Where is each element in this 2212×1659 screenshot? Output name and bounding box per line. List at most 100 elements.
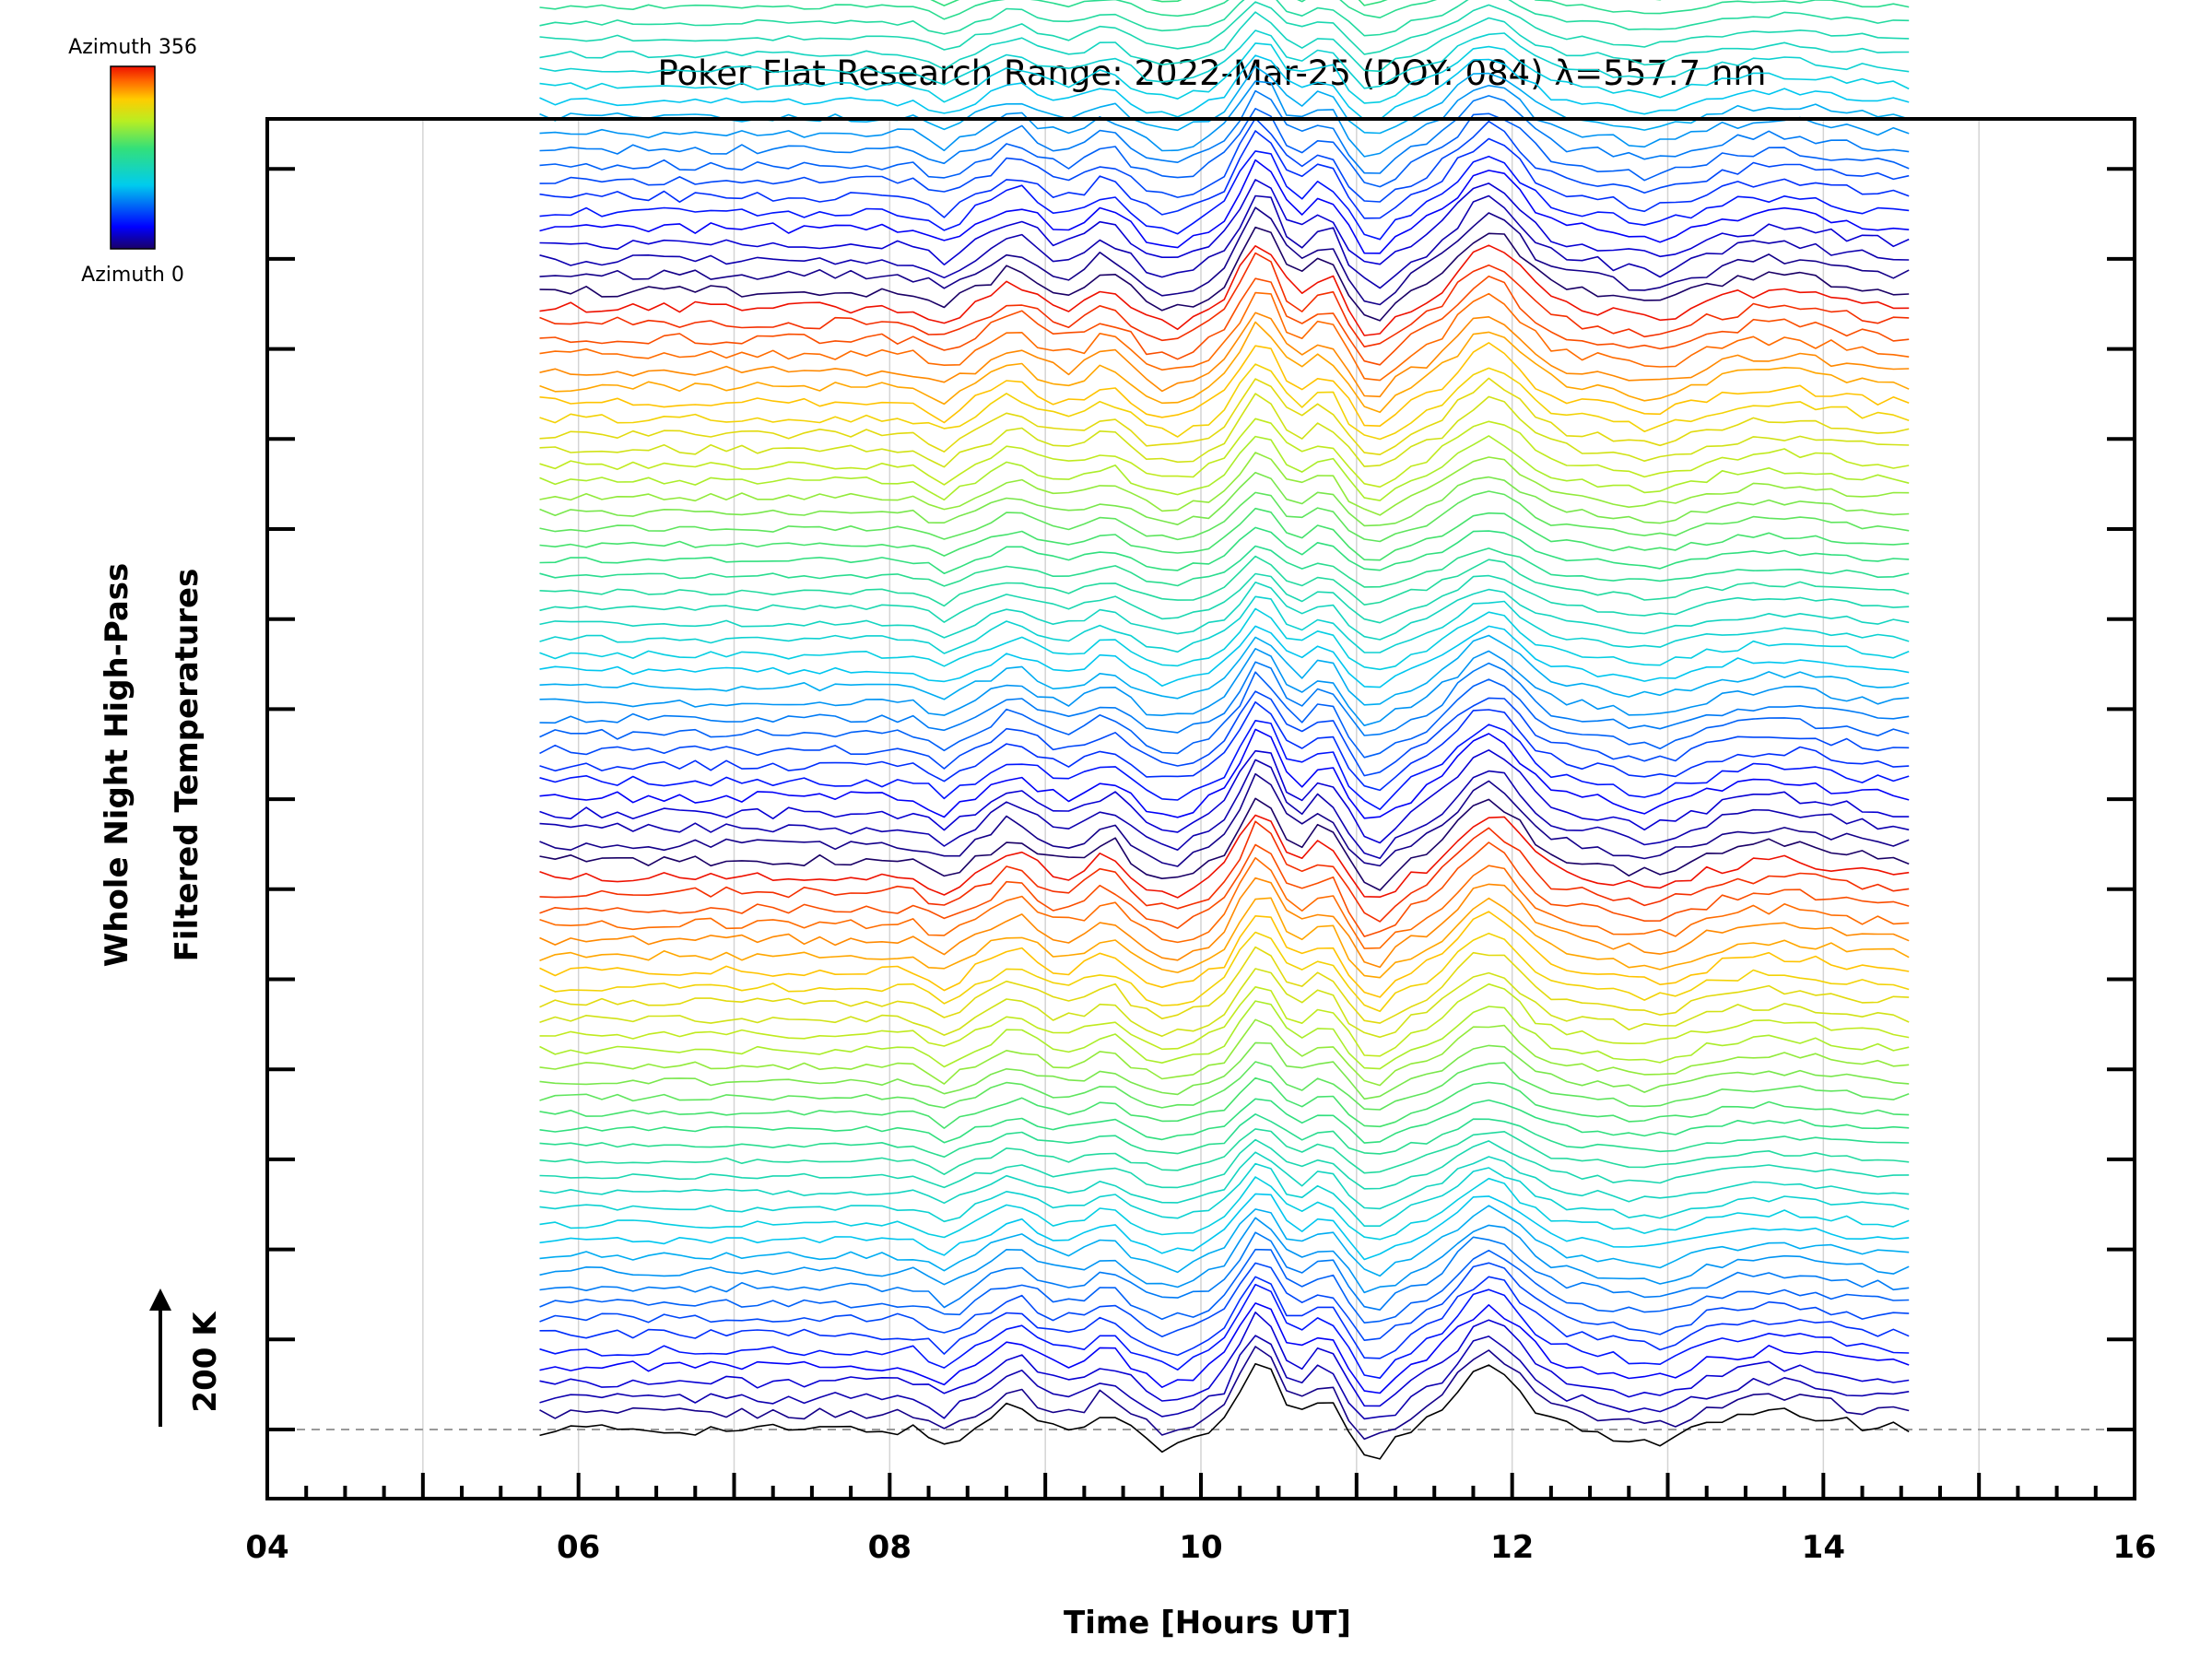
azimuth-trace xyxy=(539,1335,1910,1420)
azimuth-trace xyxy=(539,11,1910,73)
azimuth-trace xyxy=(539,931,1910,1013)
azimuth-trace xyxy=(539,595,1910,654)
azimuth-trace xyxy=(539,968,1910,1039)
azimuth-trace xyxy=(539,1302,1910,1394)
azimuth-trace xyxy=(539,418,1910,488)
azimuth-trace xyxy=(539,1018,1910,1087)
azimuth-trace xyxy=(539,820,1910,923)
azimuth-trace xyxy=(539,1176,1910,1241)
azimuth-trace xyxy=(539,555,1910,607)
azimuth-trace xyxy=(539,1113,1910,1159)
azimuth-trace xyxy=(539,1000,1910,1070)
azimuth-trace xyxy=(539,244,1910,336)
x-axis-label: Time [Hours UT] xyxy=(1064,1605,1351,1641)
azimuth-trace xyxy=(539,108,1910,188)
azimuth-trace xyxy=(539,648,1910,726)
azimuth-trace xyxy=(539,194,1910,289)
azimuth-trace xyxy=(539,911,1910,998)
azimuth-trace xyxy=(539,80,1910,158)
azimuth-trace xyxy=(539,749,1910,844)
azimuth-trace xyxy=(539,1262,1910,1341)
azimuth-trace xyxy=(539,1077,1910,1129)
x-tick-label: 06 xyxy=(557,1529,600,1566)
y-axis-label: Whole Night High-Pass Filtered Temperatu… xyxy=(99,563,206,968)
azimuth-trace xyxy=(539,206,1910,306)
azimuth-trace xyxy=(539,159,1910,254)
azimuth-trace xyxy=(539,321,1910,414)
y-axis-label-line1: Whole Night High-Pass xyxy=(99,563,135,968)
azimuth-trace xyxy=(539,0,1910,20)
x-axis-ticks xyxy=(265,1473,2136,1499)
azimuth-trace xyxy=(539,759,1910,860)
azimuth-trace xyxy=(539,1128,1910,1175)
scale-arrowhead-icon xyxy=(149,1288,171,1311)
scale-bar-label: 200 K xyxy=(187,1311,224,1413)
x-tick-label: 12 xyxy=(1490,1529,1534,1566)
azimuth-trace xyxy=(539,393,1910,468)
x-tick-label: 14 xyxy=(1802,1529,1845,1566)
colorbar-bottom-label: Azimuth 0 xyxy=(81,264,184,287)
azimuth-trace xyxy=(539,857,1910,949)
azimuth-trace xyxy=(539,42,1910,104)
azimuth-trace xyxy=(539,363,1910,441)
x-tick-label: 16 xyxy=(2112,1529,2156,1566)
azimuth-trace xyxy=(539,0,1910,37)
azimuth-trace xyxy=(539,452,1910,516)
azimuth-trace xyxy=(539,179,1910,265)
azimuth-trace xyxy=(539,1061,1910,1111)
azimuth-trace xyxy=(539,435,1910,501)
azimuth-trace xyxy=(539,1138,1910,1190)
azimuth-trace xyxy=(539,117,1910,203)
azimuth-trace xyxy=(539,226,1910,322)
azimuth-trace xyxy=(539,982,1910,1057)
y-axis-ticks xyxy=(267,167,2135,1431)
azimuth-trace xyxy=(539,29,1910,89)
x-tick-label: 04 xyxy=(245,1529,288,1566)
azimuth-trace xyxy=(539,797,1910,891)
azimuth-trace xyxy=(539,877,1910,969)
azimuth-trace xyxy=(539,582,1910,641)
x-tick-labels: 04 06 08 10 12 14 16 xyxy=(245,1529,2156,1566)
x-tick-label: 10 xyxy=(1179,1529,1222,1566)
azimuth-trace xyxy=(539,607,1910,671)
colorbar: Azimuth 356 Azimuth 0 xyxy=(68,36,197,287)
azimuth-trace xyxy=(539,150,1910,241)
azimuth-trace xyxy=(539,490,1910,543)
azimuth-trace xyxy=(539,54,1910,121)
azimuth-trace xyxy=(539,671,1910,759)
azimuth-trace xyxy=(539,720,1910,810)
azimuth-trace xyxy=(539,89,1910,174)
azimuth-trace xyxy=(539,526,1910,574)
azimuth-trace xyxy=(539,1041,1910,1100)
azimuth-trace xyxy=(539,545,1910,588)
azimuth-trace xyxy=(539,471,1910,527)
azimuth-trace xyxy=(539,1248,1910,1324)
temperature-traces xyxy=(539,0,1910,1460)
azimuth-trace xyxy=(539,291,1910,382)
scale-bar: 200 K xyxy=(149,1288,224,1427)
azimuth-trace xyxy=(539,1098,1910,1144)
azimuth-trace xyxy=(539,1362,1910,1460)
azimuth-trace xyxy=(539,700,1910,792)
azimuth-trace xyxy=(539,634,1910,706)
azimuth-trace xyxy=(539,1276,1910,1359)
azimuth-trace xyxy=(539,728,1910,819)
azimuth-trace xyxy=(539,814,1910,899)
azimuth-trace xyxy=(539,1151,1910,1210)
azimuth-trace xyxy=(539,312,1910,398)
azimuth-trace xyxy=(539,1205,1910,1277)
y-axis-label-line2: Filtered Temperatures xyxy=(169,569,206,962)
azimuth-trace xyxy=(539,1312,1910,1407)
azimuth-trace xyxy=(539,1,1910,55)
azimuth-trace xyxy=(539,946,1910,1024)
azimuth-trace xyxy=(539,1217,1910,1294)
azimuth-trace xyxy=(539,507,1910,561)
azimuth-trace xyxy=(539,1193,1910,1261)
azimuth-trace xyxy=(539,1162,1910,1227)
azimuth-trace xyxy=(539,772,1910,867)
colorbar-top-label: Azimuth 356 xyxy=(68,36,197,59)
azimuth-trace xyxy=(539,690,1910,777)
chart-title: Poker Flat Research Range: 2022-Mar-25 (… xyxy=(658,53,1767,93)
azimuth-trace xyxy=(539,130,1910,219)
